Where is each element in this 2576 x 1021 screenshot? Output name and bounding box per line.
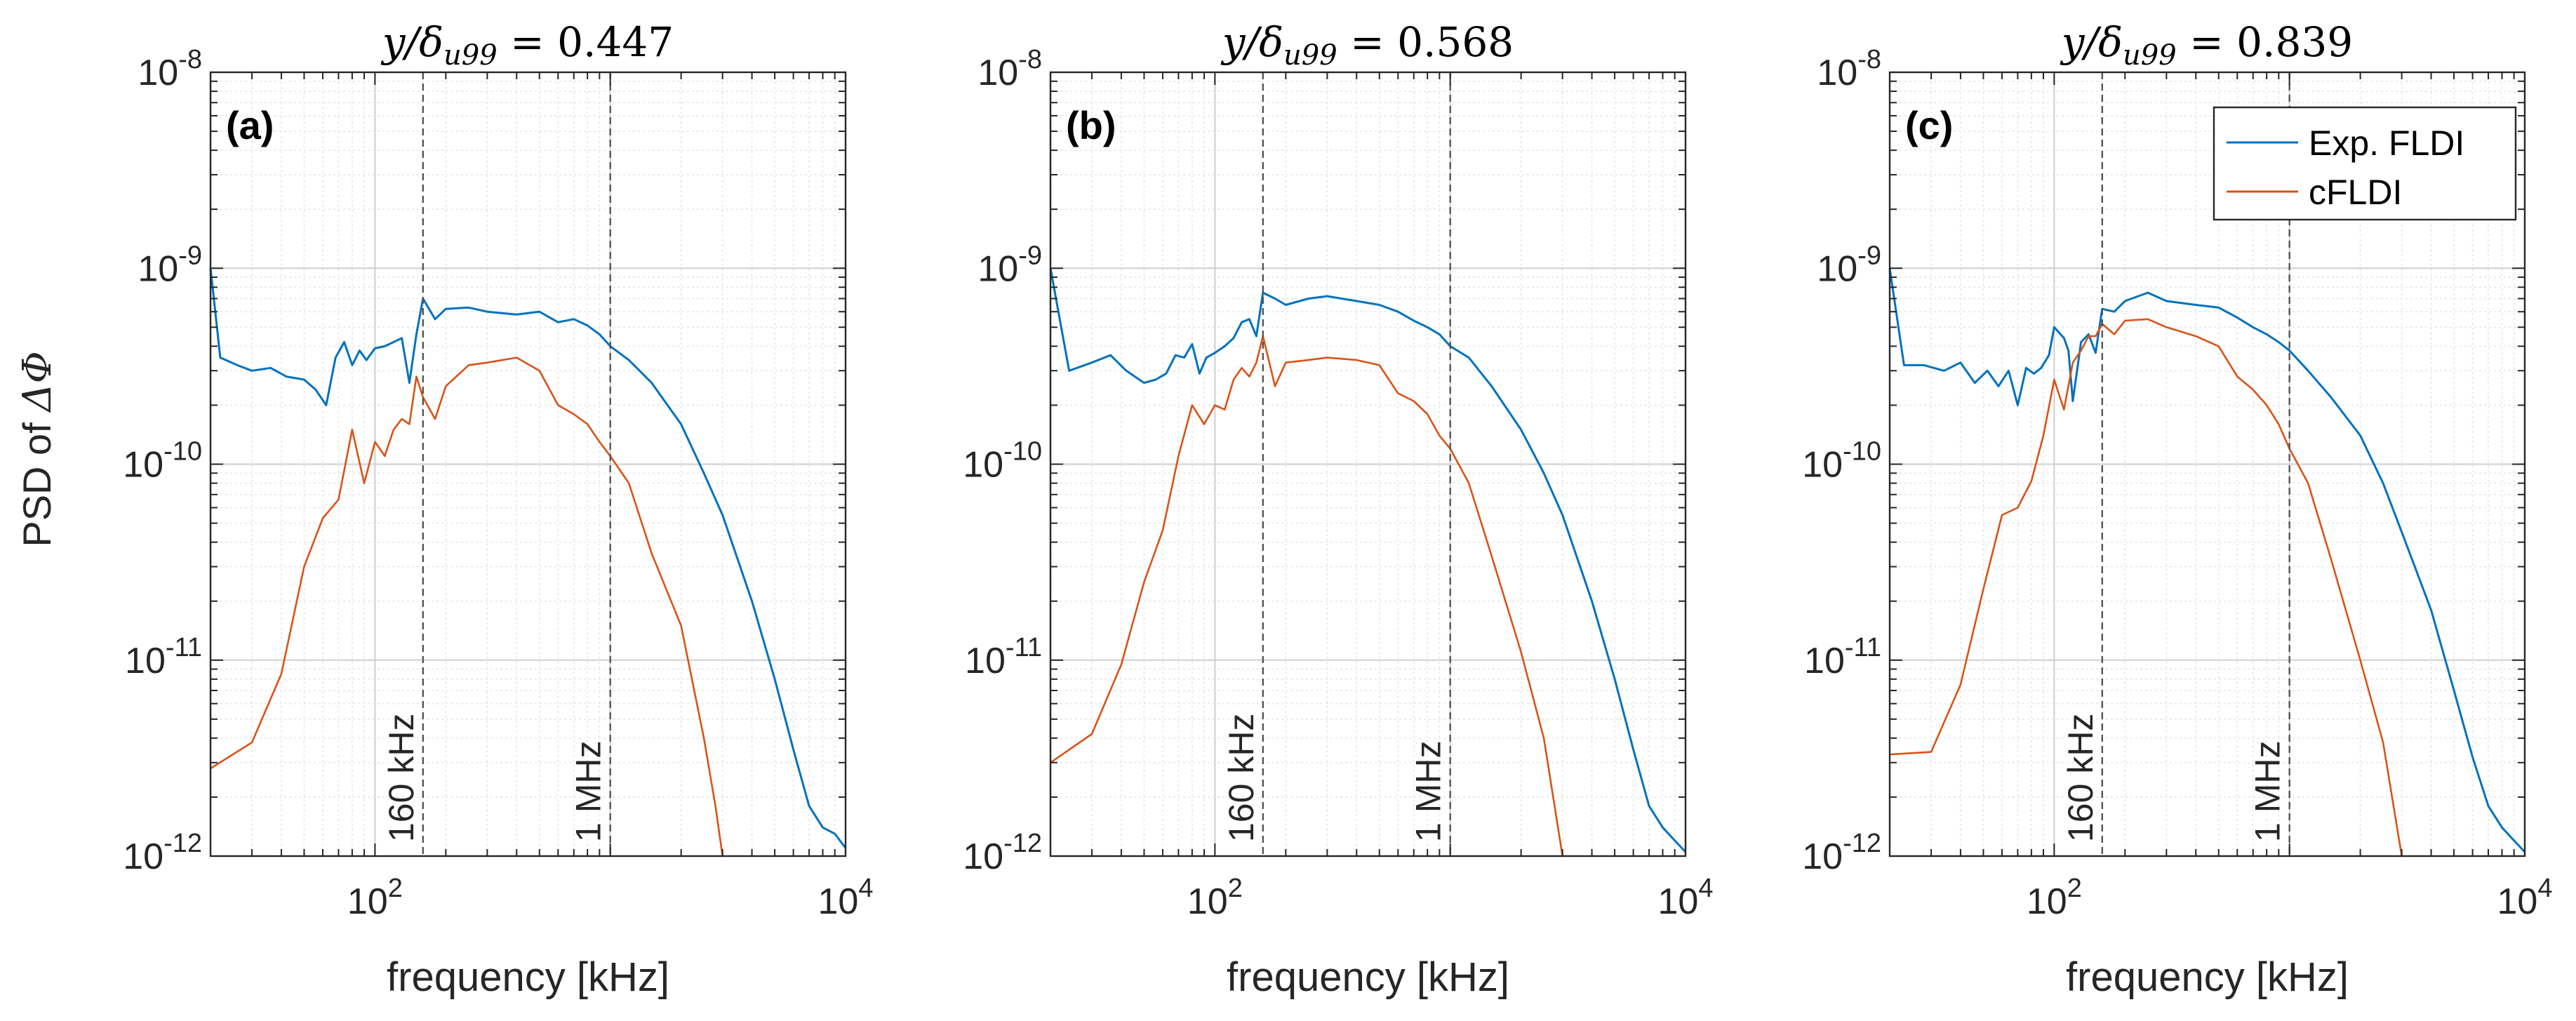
y-tick-label: 10-11 <box>1804 633 1881 681</box>
reference-line-label: 160 kHz <box>1222 714 1261 842</box>
panel-label: (c) <box>1905 103 1953 147</box>
legend-entry: cFLDI <box>2309 173 2402 212</box>
y-tick-label: 10-11 <box>965 633 1042 681</box>
panel-label: (b) <box>1066 103 1116 147</box>
reference-line-label: 160 kHz <box>2061 714 2100 842</box>
x-tick-label: 104 <box>2497 874 2553 922</box>
reference-line-label: 160 kHz <box>382 714 421 842</box>
panel-label: (a) <box>226 103 274 147</box>
y-tick-label: 10-8 <box>138 45 202 93</box>
reference-line-label: 1 MHz <box>1409 741 1448 842</box>
tick-marks <box>210 72 846 857</box>
x-axis-label: frequency [kHz] <box>2066 954 2349 1000</box>
y-tick-label: 10-10 <box>1802 437 1881 486</box>
x-tick-label: 104 <box>818 874 874 922</box>
y-tick-label: 10-11 <box>125 633 202 681</box>
y-tick-label: 10-12 <box>963 829 1042 877</box>
x-tick-label: 104 <box>1658 874 1714 922</box>
series-line-exp-fldi <box>209 268 847 849</box>
y-axis-label: PSD of ΔΦ <box>15 351 60 547</box>
y-tick-label: 10-10 <box>963 437 1042 486</box>
panel-title: y/δu99 = 0.839 <box>2060 18 2353 72</box>
panel-title: y/δu99 = 0.447 <box>380 18 674 72</box>
y-tick-label: 10-9 <box>977 241 1042 289</box>
y-tick-label: 10-8 <box>977 45 1042 93</box>
x-axis-label: frequency [kHz] <box>1227 954 1509 1000</box>
panel-a: 160 kHz 1 MHz 102 104 10-12 10-11 10-10 10-9 10-… <box>123 18 873 1000</box>
series-line-cfldi <box>210 356 723 857</box>
y-tick-label: 10-12 <box>1802 829 1881 877</box>
reference-line-label: 1 MHz <box>2248 741 2288 842</box>
series-line-exp-fldi <box>1888 268 2526 853</box>
y-tick-label: 10-8 <box>1817 45 1881 93</box>
x-tick-label: 102 <box>1187 874 1243 922</box>
x-axis-label: frequency [kHz] <box>387 954 669 1000</box>
tick-marks <box>1889 72 2525 857</box>
tick-marks <box>1050 72 1686 857</box>
y-tick-label: 10-9 <box>1817 241 1881 289</box>
panel-c: 160 kHz 1 MHz 102 104 10-12 10-11 10-10 10-9 10-… <box>1802 18 2552 1000</box>
panel-b: 160 kHz 1 MHz 102 104 10-12 10-11 10-10 10-9 10-… <box>963 18 1713 1000</box>
y-tick-label: 10-9 <box>138 241 202 289</box>
x-tick-label: 102 <box>347 874 403 922</box>
series-line-exp-fldi <box>1049 268 1687 853</box>
legend: Exp. FLDI cFLDI <box>2213 106 2517 221</box>
legend-entry: Exp. FLDI <box>2309 124 2464 163</box>
legend-box <box>2213 106 2517 221</box>
y-tick-label: 10-10 <box>123 437 202 486</box>
reference-line-label: 1 MHz <box>569 741 608 842</box>
panel-title: y/δu99 = 0.568 <box>1220 18 1514 72</box>
y-tick-label: 10-12 <box>123 829 202 877</box>
x-tick-label: 102 <box>2027 874 2082 922</box>
